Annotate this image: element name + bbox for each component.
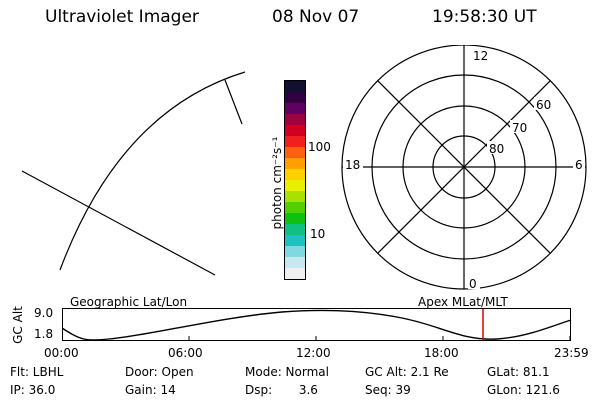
colorbar-swatch (285, 224, 305, 235)
color-bar (284, 80, 306, 280)
colorbar-swatch (285, 191, 305, 202)
timeline-y-tick-high: 9.0 (34, 306, 54, 320)
colorbar-swatch (285, 246, 305, 257)
info-gain: Gain: 14 (125, 383, 176, 397)
info-gc-alt: GC Alt: 2.1 Re (365, 365, 449, 379)
colorbar-swatch (285, 169, 305, 180)
info-glat: GLat: 81.1 (487, 365, 550, 379)
timeline-x-tick-1800: 18:00 (424, 346, 459, 360)
clock-label-12: 12 (473, 49, 488, 63)
colorbar-swatch (285, 136, 305, 147)
colorbar-unit-label: photon cm⁻²s⁻¹ (270, 136, 284, 230)
timeline-y-axis-label: GC Alt (11, 306, 25, 344)
geographic-map (21, 71, 246, 276)
timeline-plot (62, 308, 572, 341)
info-seq: Seq: 39 (365, 383, 411, 397)
colorbar-swatch (285, 103, 305, 114)
timeline-frame (62, 308, 571, 341)
colorbar-tick-10: 10 (310, 227, 326, 241)
colorbar-swatch (285, 147, 305, 158)
colorbar-swatch (285, 202, 305, 213)
info-mode: Mode: Normal (245, 365, 329, 379)
clock-label-6: 6 (575, 158, 583, 172)
colorbar-swatch (285, 114, 305, 125)
timeline-x-tick-2359: 23:59 (554, 346, 589, 360)
colorbar-swatch (285, 180, 305, 191)
timeline-right-title: Apex MLat/MLT (418, 295, 508, 309)
map-grid-line-short (224, 79, 243, 125)
info-glon: GLon: 121.6 (487, 383, 560, 397)
map-limb-arc (59, 71, 246, 271)
colorbar-swatch (285, 81, 305, 92)
clock-label-18: 18 (345, 158, 360, 172)
map-grid-line-long (21, 170, 216, 276)
info-dsp: Dsp: 3.6 (245, 383, 318, 397)
colorbar-swatch (285, 268, 305, 279)
timeline-x-tick-0000: 00:00 (44, 346, 79, 360)
info-door: Door: Open (125, 365, 194, 379)
info-filter: Flt: LBHL (10, 365, 64, 379)
lat-label-60: 60 (536, 98, 551, 112)
instrument-title: Ultraviolet Imager (45, 7, 199, 27)
colorbar-swatch (285, 158, 305, 169)
colorbar-swatch (285, 92, 305, 103)
lat-label-70: 70 (512, 121, 527, 135)
timeline-x-tick-1200: 12:00 (296, 346, 331, 360)
timeline-x-tick-0600: 06:00 (168, 346, 203, 360)
time-label: 19:58:30 UT (432, 7, 537, 27)
colorbar-swatch (285, 257, 305, 268)
colorbar-tick-100: 100 (308, 140, 331, 154)
colorbar-swatch (285, 213, 305, 224)
colorbar-swatch (285, 125, 305, 136)
polar-diagonal-2 (377, 80, 551, 254)
date-label: 08 Nov 07 (272, 7, 360, 27)
clock-label-0: 0 (469, 277, 477, 290)
timeline-y-tick-low: 1.8 (34, 327, 54, 341)
polar-plot: 12 18 6 0 60 70 80 (341, 45, 587, 290)
lat-label-80: 80 (489, 142, 504, 156)
timeline-left-title: Geographic Lat/Lon (70, 295, 188, 309)
altitude-curve (62, 309, 572, 341)
colorbar-swatch (285, 235, 305, 246)
info-ip: IP: 36.0 (10, 383, 56, 397)
